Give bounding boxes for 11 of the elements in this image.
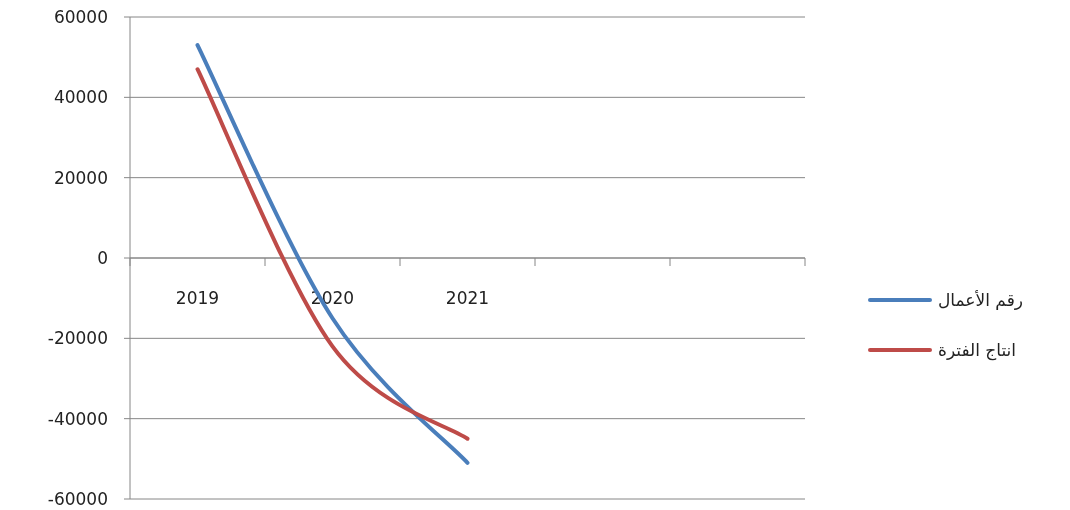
y-tick-label: 40000: [53, 87, 108, 108]
y-tick-label: 60000: [53, 7, 108, 27]
y-tick-label: 20000: [53, 167, 108, 188]
y-tick-label: -40000: [47, 408, 108, 429]
y-tick-label: -60000: [47, 489, 108, 509]
y-tick-label: -20000: [47, 328, 108, 349]
x-tick-label: 2019: [175, 288, 220, 308]
legend-label: انتاج الفترة: [938, 340, 1017, 361]
y-tick-label: 0: [97, 248, 108, 268]
x-tick-label: 2021: [445, 288, 490, 308]
legend-label: رقم الأعمال: [938, 290, 1023, 311]
